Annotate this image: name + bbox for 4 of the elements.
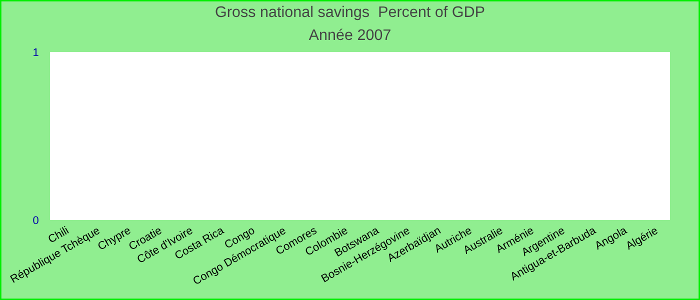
chart-subtitle: Année 2007 [308,28,390,40]
y-tick-label: 0 [33,216,38,224]
chart-title: Gross national savings Percent of GDP [216,6,484,20]
y-tick-label: 1 [34,48,38,56]
